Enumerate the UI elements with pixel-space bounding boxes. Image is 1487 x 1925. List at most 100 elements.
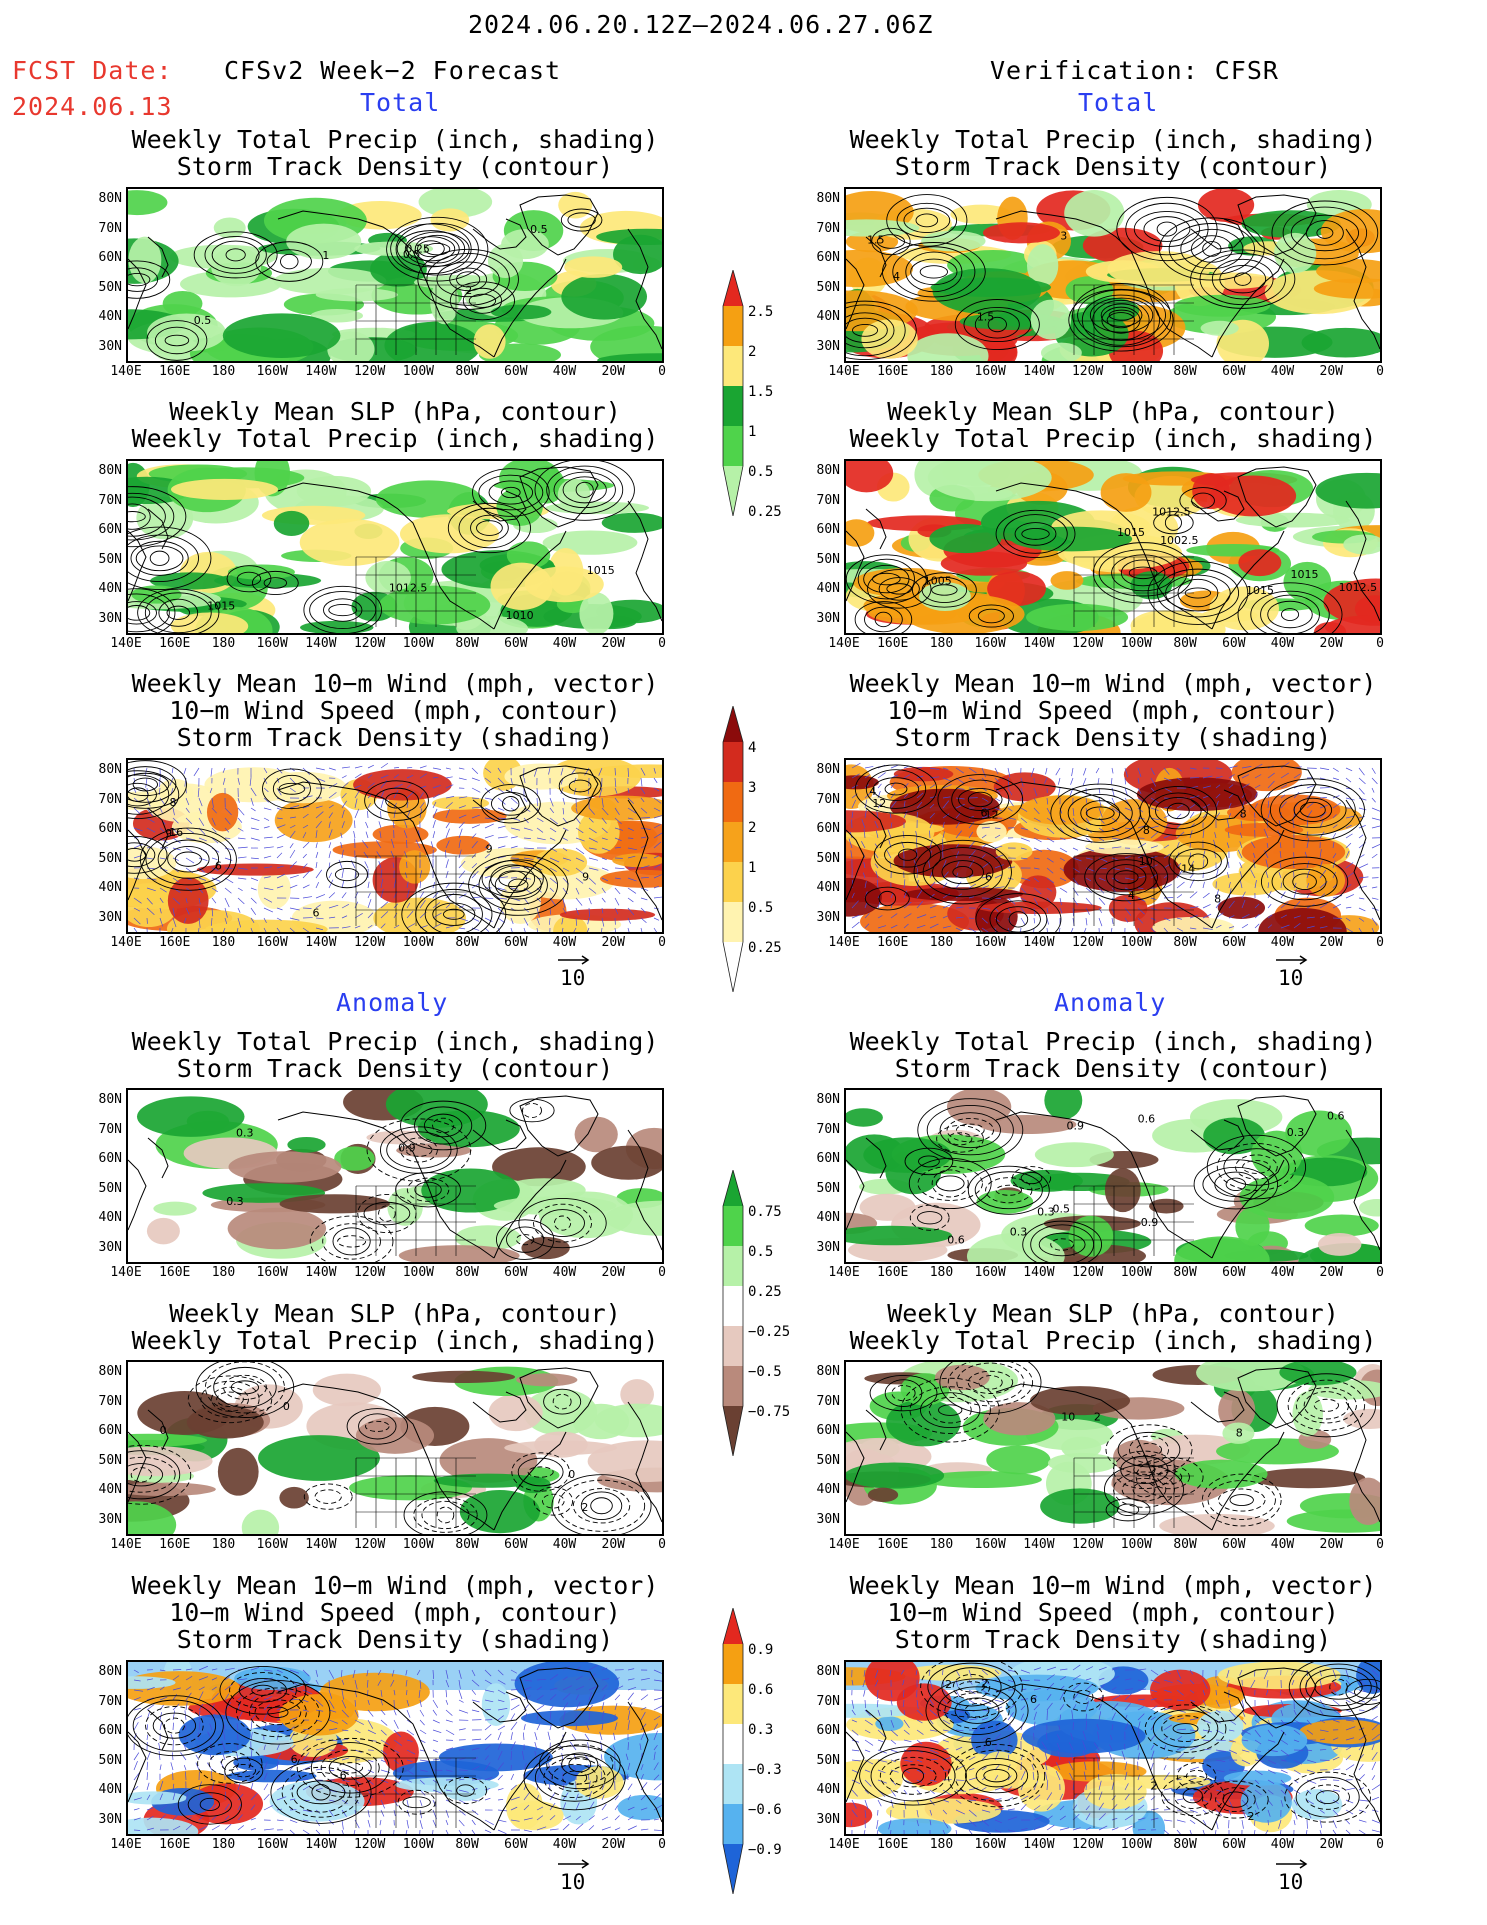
lon-tick-label: 0 (658, 636, 666, 651)
colorbar-precip-total (722, 270, 744, 516)
lon-tick-label: 140W (1023, 1537, 1055, 1552)
lon-tick-label: 40W (552, 1537, 577, 1552)
contour-label: 0.5 (1053, 1203, 1071, 1216)
contour-label: 0.5 (530, 223, 548, 236)
lon-tick-label: 140E (110, 1537, 142, 1552)
lon-tick-label: 120W (353, 636, 386, 651)
v4-plot: 0.30.50.60.60.90.30.60.30.9 (846, 1090, 1380, 1262)
contour-label: 8 (1240, 808, 1247, 821)
lon-tick-label: 140E (828, 636, 860, 651)
lon-tick-label: 180 (211, 935, 236, 950)
contour-label: 2 (581, 1501, 588, 1514)
contour-label: 0.3 (1037, 1205, 1055, 1218)
lon-tick-label: 180 (929, 364, 954, 379)
lat-tick-label: 40N (98, 1210, 122, 1225)
lon-tick-label: 160E (877, 935, 909, 950)
lon-tick-label: 40W (1270, 364, 1295, 379)
lon-tick-label: 140W (305, 636, 337, 651)
lon-tick-label: 60W (504, 1537, 528, 1552)
lon-tick-label: 140W (305, 935, 337, 950)
lon-tick-label: 160W (256, 1265, 288, 1280)
lon-tick-label: 40W (552, 364, 577, 379)
verification-anom-wind-map: 2 2 6 6 2 2 (844, 1660, 1382, 1836)
forecast-anom-slp-map: 0 2 0 0 (126, 1360, 664, 1536)
lon-tick-label: 120W (1071, 364, 1104, 379)
lat-tick-label: 50N (98, 850, 122, 866)
lon-tick-label: 160W (974, 1537, 1006, 1552)
lon-tick-label: 100W (1120, 1265, 1153, 1280)
lon-tick-label: 180 (929, 1265, 954, 1280)
contour-label: 1015 (1246, 584, 1274, 597)
lon-tick-label: 120W (1071, 1837, 1104, 1852)
lat-tick-label: 70N (98, 1393, 122, 1409)
vector-ref-v6: 10 (1276, 1859, 1308, 1894)
contour-label: 0.3 (226, 1195, 244, 1208)
lon-tick-label: 180 (929, 935, 954, 950)
lon-tick-label: 140W (305, 1537, 337, 1552)
panel-title-f6: Weekly Mean 10−m Wind (mph, vector) 10−m… (131, 1571, 659, 1654)
contour-label: 1.5 (867, 233, 885, 246)
lon-tick-label: 80W (455, 1537, 479, 1552)
lon-tick-label: 180 (211, 1265, 236, 1280)
lon-tick-label: 20W (1319, 1837, 1343, 1852)
anomaly-label-left: Anomaly (336, 988, 449, 1017)
lat-tick-label: 50N (98, 551, 122, 567)
lat-tick-label: 60N (816, 821, 840, 836)
contour-label: 0.5 (194, 314, 212, 327)
lon-tick-label: 160E (877, 364, 909, 379)
contour-label: 6 (215, 860, 222, 873)
lat-tick-label: 40N (98, 581, 122, 596)
lon-tick-label: 60W (504, 636, 528, 651)
lon-tick-label: 80W (1173, 636, 1197, 651)
lon-tick-label: 100W (1120, 1837, 1153, 1852)
vector-ref-f3: 10 (558, 955, 590, 990)
contour-label: 0.9 (398, 1141, 416, 1154)
lon-tick-label: 80W (455, 364, 479, 379)
f6-plot: 66 (128, 1662, 662, 1834)
lat-tick-label: 60N (816, 1151, 840, 1166)
lat-tick-label: 50N (816, 1752, 840, 1768)
v5-plot: 2 8 10 (846, 1362, 1380, 1534)
v6-plot: 2 2 6 6 2 2 (846, 1662, 1380, 1834)
lat-tick-label: 50N (816, 279, 840, 295)
lon-tick-label: 100W (1120, 364, 1153, 379)
lon-tick-label: 120W (1071, 1265, 1104, 1280)
contour-label: 10 (1061, 1410, 1075, 1423)
lat-tick-label: 60N (98, 821, 122, 836)
lon-tick-label: 100W (1120, 636, 1153, 651)
lat-tick-label: 50N (816, 850, 840, 866)
forecast-anom-precip-map: 0.3 0.9 0.3 (126, 1088, 664, 1264)
colorbar-storm-anom (722, 1608, 744, 1894)
lat-tick-label: 30N (98, 610, 122, 626)
lat-tick-label: 80N (98, 1664, 122, 1679)
lon-tick-label: 40W (1270, 636, 1295, 651)
lon-tick-label: 100W (402, 636, 435, 651)
date-range-title: 2024.06.20.12Z–2024.06.27.06Z (468, 10, 934, 39)
lon-tick-label: 140E (110, 1837, 142, 1852)
lat-tick-label: 40N (816, 309, 840, 324)
contour-label: 10 (1139, 855, 1153, 868)
contour-label: 8 (170, 796, 177, 809)
lon-tick-label: 100W (402, 364, 435, 379)
contour-label: 1012.5 (1152, 505, 1191, 518)
colorbar-storm-total (722, 706, 744, 992)
lon-tick-label: 140E (110, 364, 142, 379)
lon-tick-label: 80W (455, 935, 479, 950)
lon-tick-label: 140E (828, 1265, 860, 1280)
lon-tick-label: 100W (402, 1837, 435, 1852)
panel-title-v1: Weekly Total Precip (inch, shading) Stor… (849, 125, 1377, 181)
lat-tick-label: 80N (816, 1364, 840, 1379)
contour-label: 1.5 (977, 311, 995, 324)
lat-tick-label: 80N (98, 762, 122, 777)
f2-plot: 1015 1010 1012.5 1015 (128, 461, 662, 633)
contour-label: 1005 (924, 574, 952, 587)
lon-tick-label: 60W (1222, 935, 1246, 950)
lat-tick-label: 70N (98, 791, 122, 807)
contour-label: 1 (322, 249, 329, 262)
lat-tick-label: 40N (816, 1782, 840, 1797)
lat-tick-label: 80N (816, 1092, 840, 1107)
lat-tick-label: 60N (816, 522, 840, 537)
lon-tick-label: 40W (1270, 1837, 1295, 1852)
